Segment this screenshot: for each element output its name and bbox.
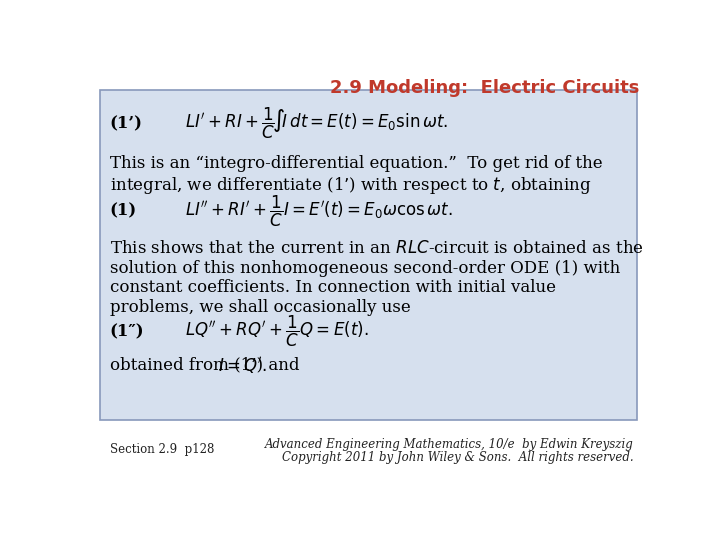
Text: problems, we shall occasionally use: problems, we shall occasionally use bbox=[109, 299, 410, 316]
Text: constant coefficients. In connection with initial value: constant coefficients. In connection wit… bbox=[109, 279, 556, 296]
Text: solution of this nonhomogeneous second-order ODE (1) with: solution of this nonhomogeneous second-o… bbox=[109, 260, 620, 276]
Text: (1″): (1″) bbox=[109, 323, 144, 340]
Text: This shows that the current in an $RLC$-circuit is obtained as the: This shows that the current in an $RLC$-… bbox=[109, 240, 644, 257]
Text: integral, we differentiate (1’) with respect to $t$, obtaining: integral, we differentiate (1’) with res… bbox=[109, 175, 591, 196]
Text: Advanced Engineering Mathematics, 10/e  by Edwin Kreyszig: Advanced Engineering Mathematics, 10/e b… bbox=[265, 437, 634, 450]
Text: This is an “integro-differential equation.”  To get rid of the: This is an “integro-differential equatio… bbox=[109, 156, 602, 172]
Text: $I = Q'.$: $I = Q'.$ bbox=[218, 354, 267, 375]
Text: Copyright 2011 by John Wiley & Sons.  All rights reserved.: Copyright 2011 by John Wiley & Sons. All… bbox=[282, 451, 634, 464]
Text: $LI' + RI + \dfrac{1}{C}\!\int\! I\,dt = E(t) = E_0 \sin\omega t.$: $LI' + RI + \dfrac{1}{C}\!\int\! I\,dt =… bbox=[185, 106, 448, 141]
Text: obtained from (1’) and: obtained from (1’) and bbox=[109, 356, 299, 374]
Text: $LQ'' + RQ' + \dfrac{1}{C}Q = E(t).$: $LQ'' + RQ' + \dfrac{1}{C}Q = E(t).$ bbox=[185, 314, 369, 349]
Text: (1’): (1’) bbox=[109, 116, 143, 132]
FancyBboxPatch shape bbox=[100, 90, 637, 420]
Text: (1): (1) bbox=[109, 202, 137, 220]
Text: 2.9 Modeling:  Electric Circuits: 2.9 Modeling: Electric Circuits bbox=[330, 79, 639, 97]
Text: $LI'' + RI' + \dfrac{1}{C}I = E'(t) = E_0\omega\cos\omega t.$: $LI'' + RI' + \dfrac{1}{C}I = E'(t) = E_… bbox=[185, 193, 453, 229]
Text: Section 2.9  p128: Section 2.9 p128 bbox=[109, 443, 214, 456]
